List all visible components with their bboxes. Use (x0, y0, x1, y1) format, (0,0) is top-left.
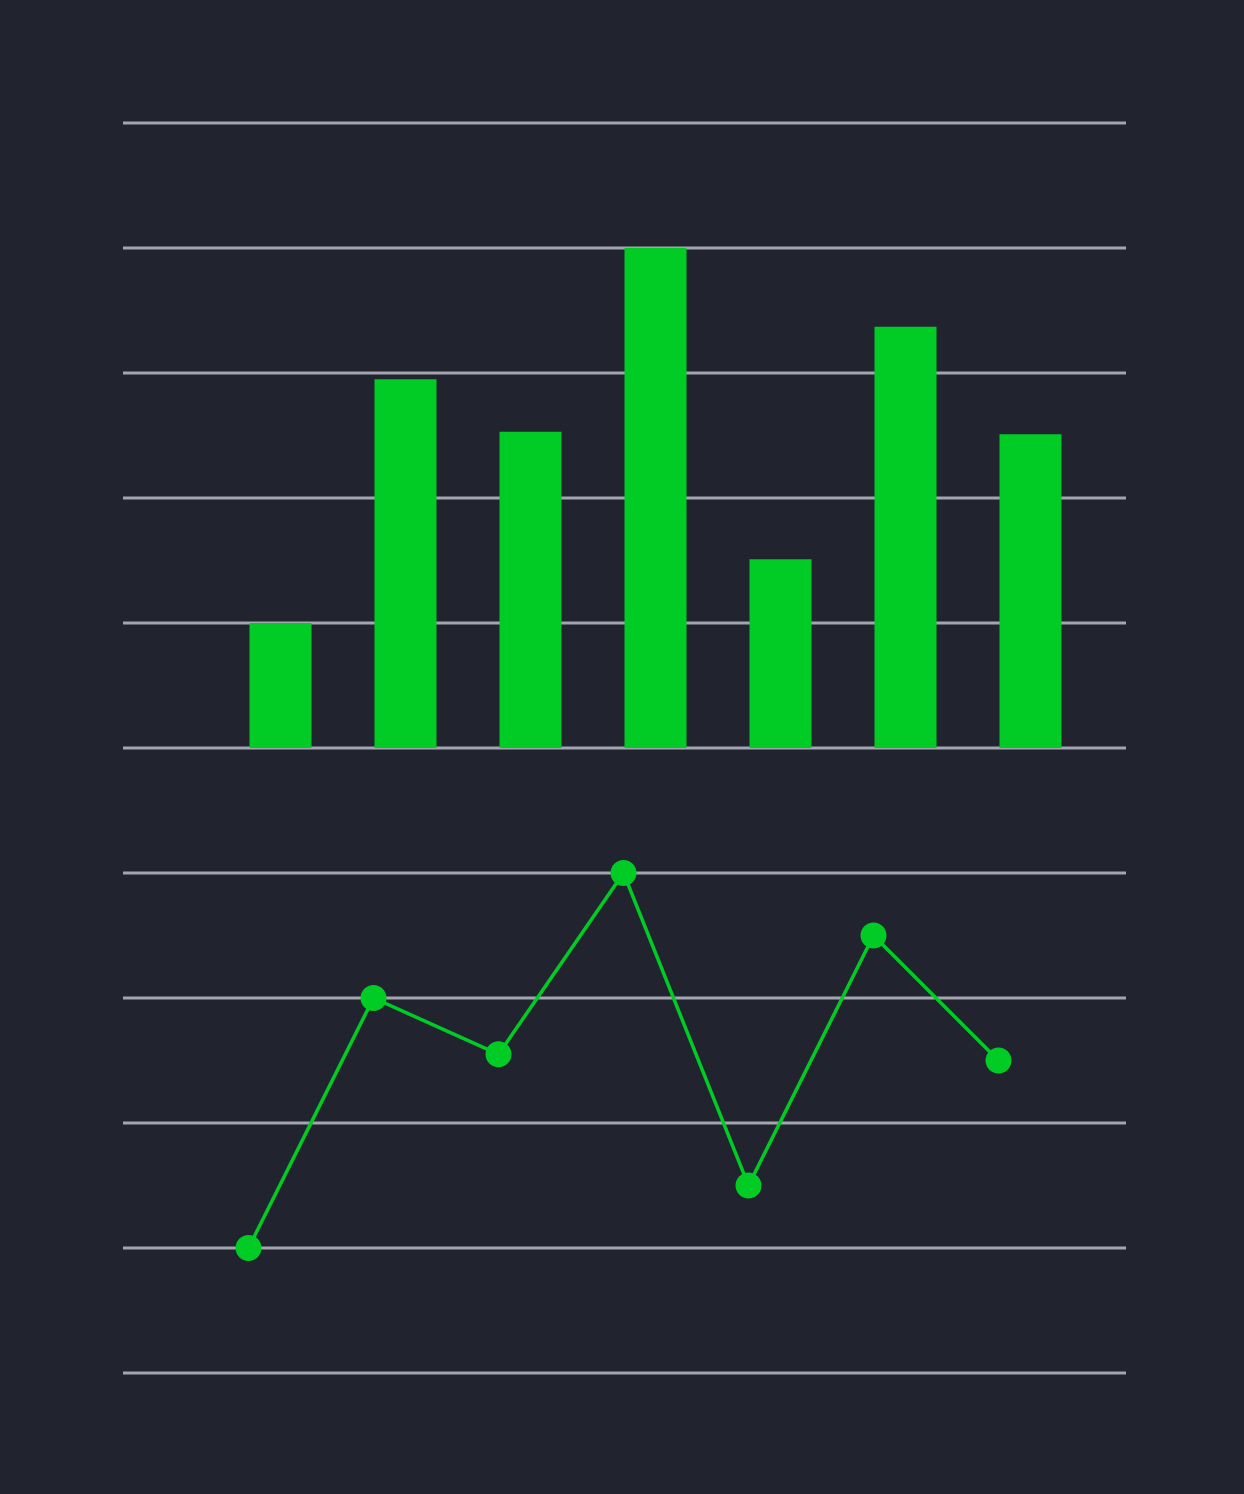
bar-7 (999, 434, 1062, 748)
line-point-4 (610, 860, 637, 886)
line-point-5 (735, 1172, 762, 1199)
line-point-7 (985, 1047, 1012, 1074)
bar-5 (749, 559, 812, 748)
bar-2 (374, 379, 437, 748)
line-series (246, 871, 1000, 1249)
bar-3 (499, 431, 562, 748)
line-point-2 (360, 985, 387, 1011)
line-point-6 (860, 922, 887, 949)
bar-6 (874, 326, 937, 748)
line-point-3 (485, 1041, 512, 1068)
bar-1 (249, 623, 312, 748)
bar-chart-panel (123, 121, 1126, 750)
bar-4 (624, 248, 687, 748)
line-chart-panel (123, 860, 1126, 1375)
line-point-1 (235, 1235, 262, 1261)
